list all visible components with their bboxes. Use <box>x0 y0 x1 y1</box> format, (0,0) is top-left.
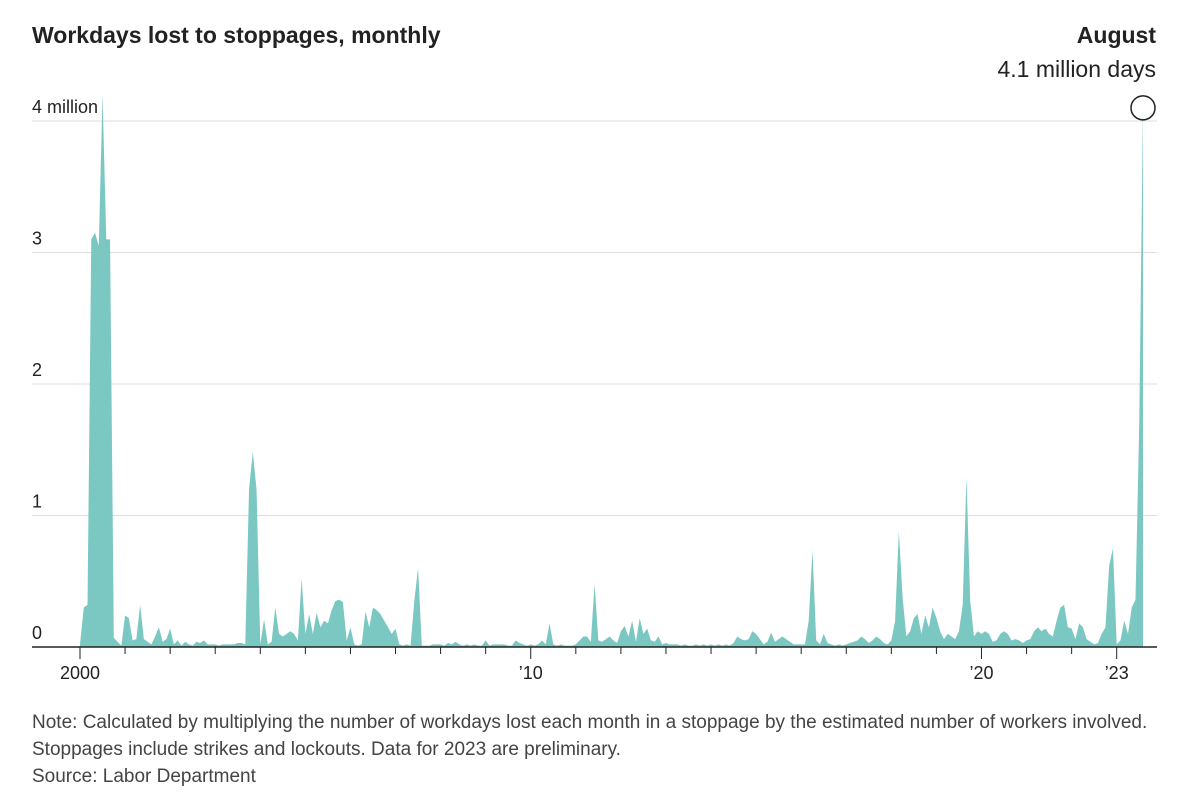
y-tick-label: 1 <box>32 492 42 512</box>
chart-source: Source: Labor Department <box>32 766 256 787</box>
y-tick-label: 0 <box>32 623 42 643</box>
area-series <box>80 94 1143 647</box>
y-tick-label: 2 <box>32 360 42 380</box>
y-axis-labels: 0 1 2 3 4 million <box>32 97 98 643</box>
highlight <box>1130 95 1156 121</box>
x-axis <box>32 646 1157 659</box>
chart-area: 0 1 2 3 4 million 2000 ’10 ’20 ’23 <box>32 94 1157 683</box>
gridlines <box>32 120 1157 516</box>
x-tick-label: ’20 <box>969 663 993 683</box>
chart-note: Note: Calculated by multiplying the numb… <box>32 712 1148 760</box>
x-tick-label: ’10 <box>519 663 543 683</box>
x-tick-label: ’23 <box>1105 663 1129 683</box>
highlight-marker <box>1130 95 1156 121</box>
y-tick-label: 4 million <box>32 97 98 117</box>
highlight-month-label: August <box>1076 22 1156 48</box>
y-tick-label: 3 <box>32 229 42 249</box>
x-tick-label: 2000 <box>60 663 100 683</box>
area-path <box>80 94 1143 647</box>
highlight-value-label: 4.1 million days <box>997 56 1156 82</box>
footer: Note: Calculated by multiplying the numb… <box>32 709 1172 790</box>
x-axis-labels: 2000 ’10 ’20 ’23 <box>60 663 1129 683</box>
chart-title: Workdays lost to stoppages, monthly <box>32 22 441 48</box>
